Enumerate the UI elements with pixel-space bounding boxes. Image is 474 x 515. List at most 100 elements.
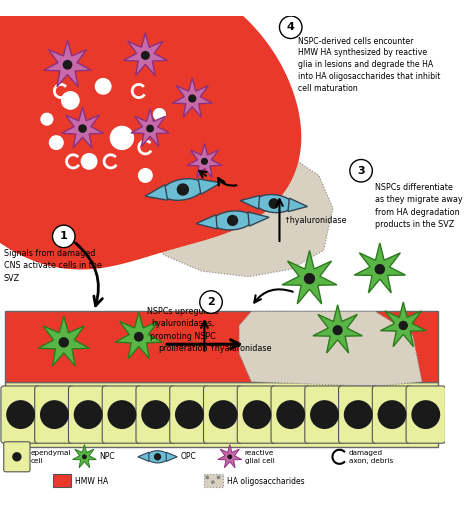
Bar bbox=[5, 312, 438, 382]
Circle shape bbox=[108, 400, 137, 429]
Circle shape bbox=[53, 225, 75, 248]
Text: 3: 3 bbox=[357, 166, 365, 176]
Polygon shape bbox=[62, 107, 103, 148]
Text: OPC: OPC bbox=[181, 452, 197, 461]
Ellipse shape bbox=[162, 179, 204, 200]
Text: 2: 2 bbox=[207, 297, 215, 307]
Polygon shape bbox=[0, 0, 301, 269]
Circle shape bbox=[217, 475, 220, 479]
Circle shape bbox=[61, 91, 80, 110]
Polygon shape bbox=[145, 185, 168, 200]
Circle shape bbox=[146, 125, 154, 132]
Circle shape bbox=[40, 113, 54, 126]
Polygon shape bbox=[239, 312, 422, 386]
Text: ↑hyaluronidase: ↑hyaluronidase bbox=[208, 345, 272, 353]
Text: NSPCs differentiate
as they migrate away
from HA degradation
products in the SVZ: NSPCs differentiate as they migrate away… bbox=[375, 183, 463, 230]
Polygon shape bbox=[282, 250, 337, 304]
Circle shape bbox=[227, 215, 238, 226]
FancyBboxPatch shape bbox=[1, 386, 40, 443]
Text: NSPCs upregulate
hyaluronidases,
promoting NSPC
proliferation: NSPCs upregulate hyaluronidases, promoti… bbox=[147, 307, 219, 353]
Circle shape bbox=[74, 400, 102, 429]
Circle shape bbox=[82, 454, 87, 459]
Polygon shape bbox=[248, 212, 269, 226]
Text: ependymal
cell: ependymal cell bbox=[31, 450, 71, 464]
Circle shape bbox=[95, 78, 111, 95]
Circle shape bbox=[6, 400, 35, 429]
Polygon shape bbox=[166, 452, 177, 461]
Polygon shape bbox=[38, 316, 90, 366]
Text: 1: 1 bbox=[60, 231, 68, 242]
Polygon shape bbox=[131, 109, 169, 146]
Polygon shape bbox=[138, 452, 149, 461]
Circle shape bbox=[141, 400, 170, 429]
FancyBboxPatch shape bbox=[271, 386, 310, 443]
Polygon shape bbox=[354, 243, 405, 293]
Circle shape bbox=[209, 400, 237, 429]
Text: reactive
glial cell: reactive glial cell bbox=[245, 450, 274, 464]
Circle shape bbox=[154, 453, 161, 460]
Polygon shape bbox=[44, 40, 91, 87]
Text: NPC: NPC bbox=[100, 452, 115, 461]
Circle shape bbox=[134, 332, 144, 341]
Circle shape bbox=[109, 126, 134, 150]
FancyBboxPatch shape bbox=[170, 386, 209, 443]
Circle shape bbox=[310, 400, 339, 429]
Circle shape bbox=[211, 480, 215, 484]
FancyBboxPatch shape bbox=[4, 442, 30, 472]
Text: HMW HA: HMW HA bbox=[75, 477, 108, 486]
Circle shape bbox=[200, 291, 222, 313]
Bar bbox=[5, 382, 438, 448]
Text: HA oligosaccharides: HA oligosaccharides bbox=[227, 477, 305, 486]
FancyBboxPatch shape bbox=[203, 386, 243, 443]
Circle shape bbox=[350, 160, 372, 182]
Circle shape bbox=[188, 94, 196, 102]
Ellipse shape bbox=[212, 211, 253, 230]
FancyBboxPatch shape bbox=[102, 386, 142, 443]
Text: ↑hyaluronidase: ↑hyaluronidase bbox=[283, 216, 346, 225]
Circle shape bbox=[399, 321, 408, 330]
Polygon shape bbox=[288, 198, 308, 212]
Circle shape bbox=[268, 198, 279, 209]
Text: Signals from damaged
CNS activate cells in the
SVZ: Signals from damaged CNS activate cells … bbox=[4, 249, 101, 283]
Circle shape bbox=[81, 153, 98, 170]
Circle shape bbox=[153, 108, 166, 121]
Polygon shape bbox=[381, 302, 426, 347]
Polygon shape bbox=[240, 196, 260, 209]
Circle shape bbox=[344, 400, 373, 429]
Circle shape bbox=[49, 135, 64, 150]
Text: damaged
axon, debris: damaged axon, debris bbox=[349, 450, 393, 464]
Circle shape bbox=[228, 454, 232, 459]
Circle shape bbox=[141, 51, 150, 60]
Circle shape bbox=[205, 475, 209, 479]
Circle shape bbox=[276, 400, 305, 429]
Text: NSPC-derived cells encounter
HMW HA synthesized by reactive
glia in lesions and : NSPC-derived cells encounter HMW HA synt… bbox=[298, 37, 441, 93]
Circle shape bbox=[378, 400, 407, 429]
Polygon shape bbox=[313, 305, 362, 353]
Polygon shape bbox=[129, 145, 333, 277]
Polygon shape bbox=[73, 444, 96, 468]
FancyBboxPatch shape bbox=[136, 386, 175, 443]
Polygon shape bbox=[198, 179, 221, 194]
FancyBboxPatch shape bbox=[372, 386, 412, 443]
Circle shape bbox=[243, 400, 272, 429]
Circle shape bbox=[40, 400, 69, 429]
Circle shape bbox=[63, 60, 73, 70]
Polygon shape bbox=[115, 313, 163, 359]
Circle shape bbox=[12, 452, 22, 461]
Polygon shape bbox=[123, 33, 167, 76]
Circle shape bbox=[138, 168, 153, 183]
Text: 4: 4 bbox=[287, 22, 295, 32]
FancyBboxPatch shape bbox=[35, 386, 74, 443]
Circle shape bbox=[411, 400, 440, 429]
Circle shape bbox=[280, 16, 302, 39]
Ellipse shape bbox=[147, 451, 168, 463]
Circle shape bbox=[304, 273, 315, 284]
Polygon shape bbox=[218, 444, 242, 468]
Circle shape bbox=[333, 325, 343, 335]
Circle shape bbox=[201, 158, 208, 165]
FancyBboxPatch shape bbox=[406, 386, 446, 443]
Ellipse shape bbox=[255, 195, 292, 213]
Circle shape bbox=[175, 400, 204, 429]
Polygon shape bbox=[196, 215, 217, 229]
Circle shape bbox=[78, 124, 87, 133]
